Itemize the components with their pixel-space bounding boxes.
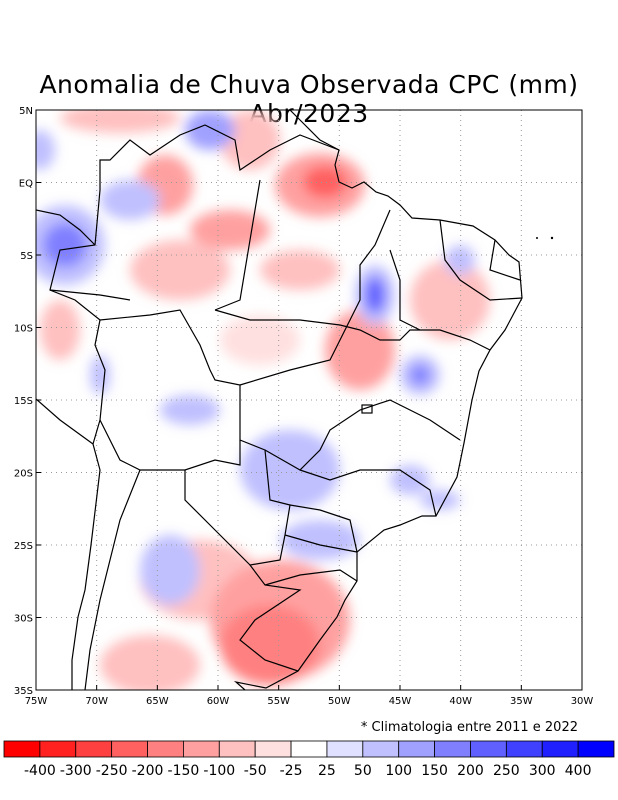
climatology-note: * Climatologia entre 2011 e 2022 xyxy=(360,720,578,735)
colorbar-swatch xyxy=(218,740,256,758)
colorbar-label: 25 xyxy=(318,763,336,779)
colorbar-label: -250 xyxy=(96,763,128,779)
colorbar-swatch xyxy=(290,740,328,758)
colorbar-label: -300 xyxy=(60,763,92,779)
colorbar-label: -50 xyxy=(244,763,267,779)
x-tick-label: 55W xyxy=(267,696,290,707)
colorbar-label: -150 xyxy=(168,763,200,779)
colorbar-label: 100 xyxy=(385,763,412,779)
colorbar-label: 200 xyxy=(457,763,484,779)
map-title: Anomalia de Chuva Observada CPC (mm) Abr… xyxy=(39,70,579,128)
x-tick-label: 40W xyxy=(449,696,472,707)
colorbar-swatch xyxy=(111,740,148,758)
colorbar-label: 50 xyxy=(354,763,372,779)
x-tick-label: 70W xyxy=(85,696,108,707)
colorbar-swatch xyxy=(505,740,543,758)
y-tick-label: 5N xyxy=(19,106,33,117)
colorbar-label: 150 xyxy=(421,763,448,779)
colorbar-swatch xyxy=(183,740,220,758)
colorbar-swatch xyxy=(254,740,292,758)
colorbar-swatch xyxy=(398,740,435,758)
colorbar-label: -200 xyxy=(132,763,164,779)
x-axis: 75W 70W 65W 60W 55W 50W 45W 40W 35W 30W xyxy=(25,685,594,707)
y-tick-label: EQ xyxy=(19,179,33,190)
y-axis: 5N EQ 5S 10S 15S 20S 25S 30S 35S xyxy=(14,106,41,697)
y-tick-label: 10S xyxy=(14,324,33,335)
colorbar-label: -25 xyxy=(280,763,303,779)
colorbar-swatch xyxy=(3,740,41,758)
coastline-and-borders xyxy=(36,110,523,690)
colorbar-swatch xyxy=(362,740,400,758)
y-tick-label: 5S xyxy=(20,251,33,262)
colorbar-label: 250 xyxy=(493,763,520,779)
colorbar-swatch xyxy=(541,740,579,758)
y-tick-label: 20S xyxy=(14,469,33,480)
colorbar-swatch xyxy=(147,740,184,758)
anomaly-field xyxy=(36,110,582,690)
y-tick-label: 25S xyxy=(14,541,33,552)
colorbar-label: -100 xyxy=(203,763,235,779)
colorbar-swatch xyxy=(75,740,113,758)
x-tick-label: 45W xyxy=(389,696,412,707)
y-tick-label: 35S xyxy=(14,686,33,697)
x-tick-label: 65W xyxy=(146,696,169,707)
x-tick-label: 75W xyxy=(25,696,48,707)
colorbar-swatch xyxy=(39,740,77,758)
x-tick-label: 35W xyxy=(510,696,533,707)
x-tick-label: 50W xyxy=(328,696,351,707)
colorbar-swatch xyxy=(326,740,364,758)
y-tick-label: 15S xyxy=(14,396,33,407)
colorbar-swatch xyxy=(434,740,471,758)
colorbar-swatch xyxy=(577,740,615,758)
x-tick-label: 30W xyxy=(571,696,594,707)
x-tick-label: 60W xyxy=(207,696,230,707)
colorbar-label: 400 xyxy=(565,763,592,779)
colorbar: -400 -300 -250 -200 -150 -100 -50 -25 25 50 100 150… xyxy=(3,740,615,779)
colorbar-label: -400 xyxy=(24,763,56,779)
y-tick-label: 30S xyxy=(14,614,33,625)
colorbar-label: 300 xyxy=(529,763,556,779)
gridlines xyxy=(36,110,582,690)
colorbar-swatch xyxy=(470,740,507,758)
